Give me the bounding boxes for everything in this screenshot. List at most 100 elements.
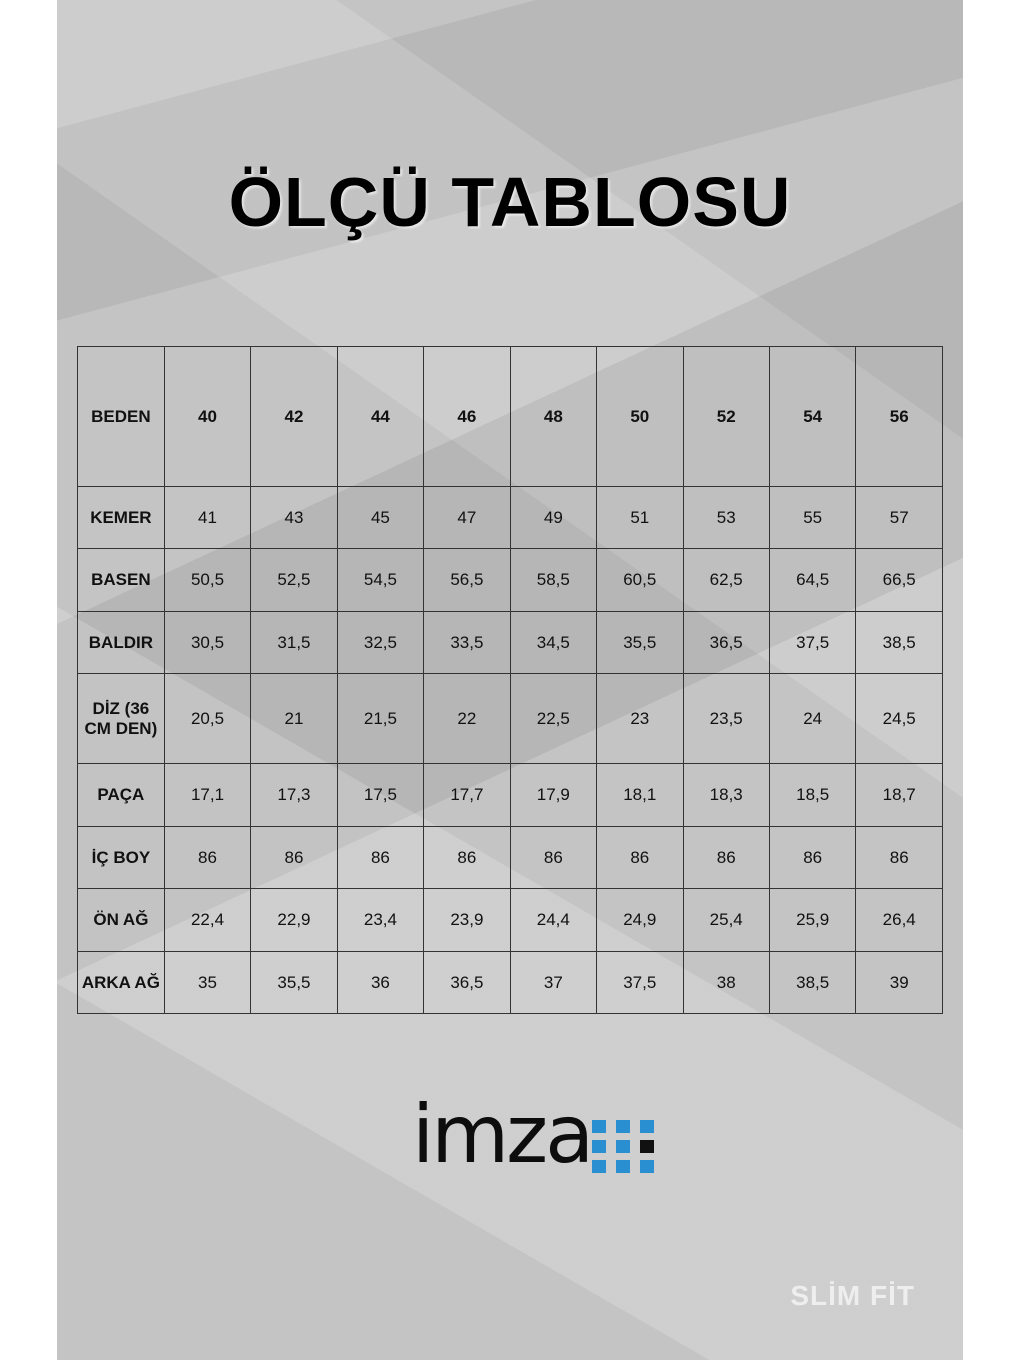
table-cell: 25,4 <box>682 888 770 952</box>
table-cell: 24 <box>768 673 857 764</box>
table-cell: 58,5 <box>509 548 598 612</box>
table-cell: 37 <box>509 951 598 1014</box>
table-cell: 22,9 <box>250 888 338 952</box>
table-row: İÇ BOY 86 86 86 86 86 86 86 86 86 <box>77 826 943 889</box>
table-row: BASEN 50,5 52,5 54,5 56,5 58,5 60,5 62,5 64,5 66,… <box>77 548 943 612</box>
table-cell: 47 <box>423 486 511 549</box>
table-cell: 86 <box>768 826 857 889</box>
imza-logo: imza <box>412 1088 654 1181</box>
table-row: PAÇA 17,1 17,3 17,5 17,7 17,9 18,1 18,3 18,5 18,7 <box>77 763 943 827</box>
table-cell: 86 <box>682 826 770 889</box>
table-cell: 86 <box>509 826 598 889</box>
table-cell: 24,5 <box>855 673 943 764</box>
row-label: ÖN AĞ <box>77 888 165 952</box>
table-cell: 23,9 <box>423 888 511 952</box>
table-cell: 24,4 <box>509 888 598 952</box>
table-cell: 17,9 <box>509 763 598 827</box>
table-cell: 17,3 <box>250 763 338 827</box>
table-cell: 21 <box>250 673 338 764</box>
table-cell: 18,7 <box>855 763 943 827</box>
table-cell: 17,5 <box>336 763 425 827</box>
table-cell: 23 <box>596 673 684 764</box>
background-panel: ÖLÇÜ TABLOSU BEDEN 40 42 44 46 48 50 52 54 56 KEME… <box>57 0 963 1360</box>
row-label: ARKA AĞ <box>77 951 165 1014</box>
table-cell: 24,9 <box>596 888 684 952</box>
table-cell: 17,1 <box>163 763 252 827</box>
row-label: BEDEN <box>77 346 165 487</box>
table-cell: 37,5 <box>768 611 857 674</box>
table-cell: 43 <box>250 486 338 549</box>
header-row: BEDEN 40 42 44 46 48 50 52 54 56 <box>77 346 943 487</box>
table-cell: 41 <box>163 486 252 549</box>
table-cell: 35 <box>163 951 252 1014</box>
page-title: ÖLÇÜ TABLOSU <box>228 163 792 241</box>
table-cell: 50,5 <box>163 548 252 612</box>
logo-text: imza <box>412 1088 594 1181</box>
row-label: 54 <box>768 346 857 487</box>
row-label: 44 <box>336 346 425 487</box>
table-cell: 18,5 <box>768 763 857 827</box>
table-cell: 86 <box>423 826 511 889</box>
table-cell: 23,4 <box>336 888 425 952</box>
table-row: DİZ (36 CM DEN) 20,5 21 21,5 22 22,5 23 23,5 24 2… <box>77 673 943 764</box>
table-cell: 62,5 <box>682 548 770 612</box>
table-cell: 33,5 <box>423 611 511 674</box>
row-label: DİZ (36 CM DEN) <box>77 673 165 764</box>
row-label: 52 <box>682 346 770 487</box>
table-cell: 86 <box>250 826 338 889</box>
row-label: 42 <box>250 346 338 487</box>
table-cell: 23,5 <box>682 673 770 764</box>
table-cell: 60,5 <box>596 548 684 612</box>
table-cell: 64,5 <box>768 548 857 612</box>
logo-dots-icon <box>592 1120 654 1173</box>
table-cell: 35,5 <box>596 611 684 674</box>
table-cell: 34,5 <box>509 611 598 674</box>
row-label: 56 <box>855 346 943 487</box>
table-cell: 35,5 <box>250 951 338 1014</box>
row-label: 46 <box>423 346 511 487</box>
table-cell: 17,7 <box>423 763 511 827</box>
table-row: BALDIR 30,5 31,5 32,5 33,5 34,5 35,5 36,5 37,5 38… <box>77 611 943 674</box>
table-cell: 32,5 <box>336 611 425 674</box>
table-cell: 86 <box>855 826 943 889</box>
row-label: BASEN <box>77 548 165 612</box>
table-cell: 36 <box>336 951 425 1014</box>
table-cell: 36,5 <box>682 611 770 674</box>
table-cell: 56,5 <box>423 548 511 612</box>
table-cell: 45 <box>336 486 425 549</box>
table-cell: 51 <box>596 486 684 549</box>
table-cell: 49 <box>509 486 598 549</box>
table-cell: 52,5 <box>250 548 338 612</box>
row-label: 48 <box>509 346 598 487</box>
table-cell: 22,4 <box>163 888 252 952</box>
size-table: BEDEN 40 42 44 46 48 50 52 54 56 KEMER 41 43 45 47 49 51… <box>77 346 943 1014</box>
table-cell: 21,5 <box>336 673 425 764</box>
table-cell: 26,4 <box>855 888 943 952</box>
table-cell: 38,5 <box>855 611 943 674</box>
table-row: KEMER 41 43 45 47 49 51 53 55 57 <box>77 486 943 549</box>
table-cell: 57 <box>855 486 943 549</box>
table-cell: 31,5 <box>250 611 338 674</box>
table-cell: 54,5 <box>336 548 425 612</box>
table-cell: 86 <box>596 826 684 889</box>
row-label: 50 <box>596 346 684 487</box>
table-cell: 22 <box>423 673 511 764</box>
row-label: İÇ BOY <box>77 826 165 889</box>
table-cell: 36,5 <box>423 951 511 1014</box>
table-row: ARKA AĞ 35 35,5 36 36,5 37 37,5 38 38,5 39 <box>77 951 943 1014</box>
row-label: PAÇA <box>77 763 165 827</box>
table-cell: 20,5 <box>163 673 252 764</box>
table-cell: 86 <box>336 826 425 889</box>
row-label: BALDIR <box>77 611 165 674</box>
table-cell: 22,5 <box>509 673 598 764</box>
table-cell: 30,5 <box>163 611 252 674</box>
table-cell: 38 <box>682 951 770 1014</box>
table-cell: 37,5 <box>596 951 684 1014</box>
row-label: 40 <box>163 346 252 487</box>
table-cell: 86 <box>163 826 252 889</box>
table-cell: 53 <box>682 486 770 549</box>
table-cell: 25,9 <box>768 888 857 952</box>
table-row: ÖN AĞ 22,4 22,9 23,4 23,9 24,4 24,9 25,4 25,9 26,… <box>77 888 943 952</box>
table-cell: 18,3 <box>682 763 770 827</box>
table-cell: 38,5 <box>768 951 857 1014</box>
